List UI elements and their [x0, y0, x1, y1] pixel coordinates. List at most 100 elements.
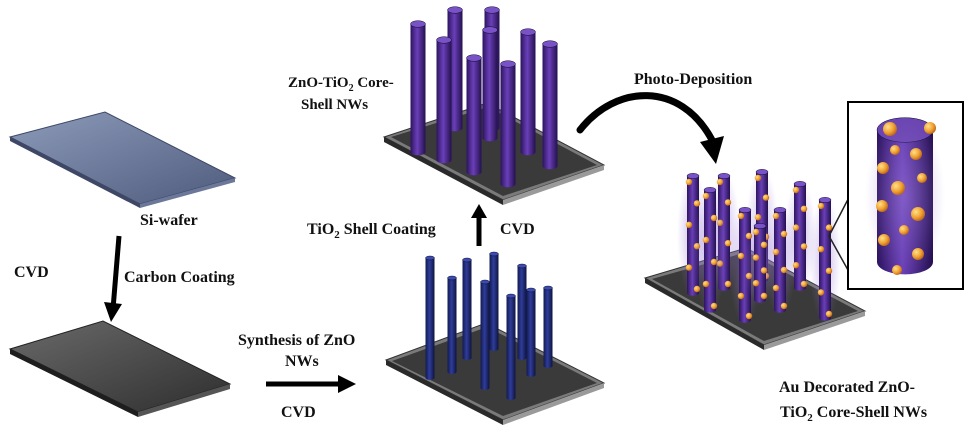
au-nanoparticle	[724, 280, 732, 288]
au-nanoparticle	[892, 265, 902, 275]
zno-rod	[462, 257, 472, 360]
core-shell-rod	[466, 54, 482, 176]
au-nanoparticle	[899, 225, 909, 235]
au-nanoparticle	[792, 186, 800, 194]
au-nanoparticle	[825, 310, 833, 318]
au-nanoparticle	[754, 214, 762, 221]
au-nanoparticle	[737, 252, 745, 260]
zno-rod	[425, 255, 435, 380]
au-decorated-rod	[703, 187, 717, 313]
au-nanoparticle	[724, 240, 732, 247]
au-nanoparticle	[876, 200, 888, 212]
au-nanoparticle	[817, 246, 825, 253]
au-nanoparticle	[890, 145, 900, 155]
au-nanoparticle	[780, 230, 788, 238]
au-nanoparticle	[685, 264, 693, 271]
au-nanoparticle	[710, 258, 718, 266]
au-nanoparticle	[745, 312, 753, 320]
au-nanoparticle	[817, 289, 825, 296]
au-nanoparticle	[825, 267, 833, 274]
au-nanoparticle	[762, 194, 770, 201]
zno-rod	[543, 285, 553, 368]
au-nanoparticle	[917, 173, 927, 183]
au-nanoparticle	[800, 243, 808, 250]
core-shell-rods-group	[410, 6, 558, 188]
zno-rod	[506, 293, 516, 400]
si-wafer-label: Si-wafer	[140, 212, 198, 229]
au-nanoparticle	[800, 280, 808, 288]
synthesis-label-line1: Synthesis of ZnO	[238, 332, 355, 349]
au-nanoparticle	[737, 292, 745, 300]
carbon-coating-label: Carbon Coating	[124, 269, 235, 286]
au-nanoparticle	[752, 280, 760, 287]
au-decorated-label-line2: TiO2 Core-Shell NWs	[780, 404, 927, 424]
au-nanoparticle	[878, 234, 890, 246]
right-arrow-icon	[266, 375, 356, 393]
au-decorated-label-line1: Au Decorated ZnO-	[779, 379, 915, 396]
photo-deposition-label: Photo-Deposition	[634, 71, 752, 88]
cvd-label-3: CVD	[500, 221, 535, 238]
up-arrow-icon	[471, 204, 487, 246]
au-nanoparticle	[760, 292, 768, 300]
au-nanoparticle	[912, 248, 924, 260]
core-shell-rod	[520, 28, 536, 156]
au-nanoparticle	[772, 284, 780, 292]
core-shell-rod	[410, 20, 426, 156]
tio2-shell-coating-label: TiO2 Shell Coating	[307, 221, 436, 241]
au-nanoparticle	[760, 267, 768, 274]
au-nanoparticle	[924, 122, 936, 134]
au-nanoparticle	[702, 192, 710, 200]
core-shell-label-line1: ZnO-TiO2 Core-	[288, 75, 394, 94]
au-nanoparticle	[780, 266, 788, 274]
au-nanoparticle	[737, 212, 745, 220]
zno-rods-group	[425, 251, 553, 400]
core-shell-label-line2: Shell NWs	[301, 97, 368, 113]
au-nanoparticle	[752, 228, 760, 236]
au-nanoparticle	[710, 214, 718, 222]
au-nanoparticle	[883, 122, 897, 136]
core-shell-rod	[436, 36, 452, 164]
au-nanoparticle	[752, 254, 760, 261]
zno-rod	[517, 263, 527, 360]
au-decorated-rod	[793, 181, 807, 291]
zno-rod	[480, 279, 490, 390]
au-nanoparticle	[754, 174, 762, 182]
au-nanoparticle	[792, 224, 800, 231]
au-nanoparticle	[702, 280, 710, 288]
zno-rod	[526, 287, 536, 377]
cvd-label-2: CVD	[281, 404, 316, 421]
au-rods-group	[677, 166, 841, 326]
au-nanoparticle	[877, 162, 889, 174]
au-nanoparticle	[911, 207, 925, 221]
au-nanoparticle	[685, 178, 693, 186]
inset-rod	[865, 114, 945, 278]
synthesis-label-line2: NWs	[285, 353, 319, 370]
au-nanoparticle	[800, 205, 808, 212]
au-nanoparticle	[710, 302, 718, 310]
au-nanoparticle	[825, 224, 833, 231]
zno-rod	[447, 275, 457, 374]
au-nanoparticle	[716, 178, 724, 186]
au-nanoparticle	[910, 148, 922, 160]
carbon-coated-wafer	[8, 320, 232, 417]
au-nanoparticle	[817, 202, 825, 210]
si-wafer-blue	[8, 111, 237, 208]
zno-rod	[489, 251, 499, 351]
curved-arrow-icon	[576, 92, 724, 164]
cvd-label-1: CVD	[14, 264, 49, 281]
au-nanoparticle	[760, 241, 768, 248]
down-arrow-icon	[104, 235, 122, 322]
au-nanoparticle	[772, 212, 780, 220]
core-shell-rod	[482, 26, 498, 142]
au-nanoparticle	[702, 236, 710, 244]
au-nanoparticle	[724, 199, 732, 206]
au-nanoparticle	[685, 221, 693, 228]
au-decorated-rod	[818, 197, 832, 321]
core-shell-rod	[542, 40, 558, 170]
au-decorated-rod	[753, 223, 767, 303]
au-nanoparticle	[780, 302, 788, 310]
zno-nanowire-array	[384, 322, 606, 425]
au-nanoparticle	[891, 181, 905, 195]
